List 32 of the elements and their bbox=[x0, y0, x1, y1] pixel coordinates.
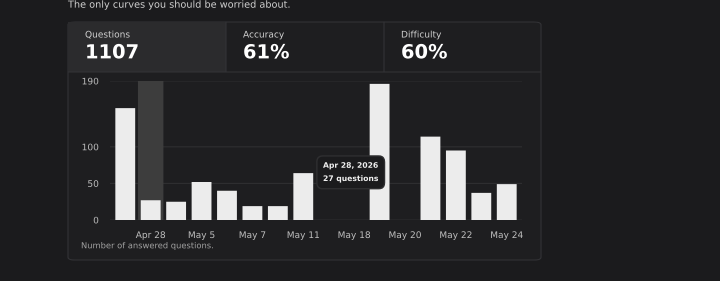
bar bbox=[166, 202, 186, 220]
text: Accuracy bbox=[243, 30, 284, 40]
text: 1107 bbox=[87, 44, 138, 59]
bar bbox=[242, 206, 262, 220]
bar bbox=[446, 150, 466, 220]
y-tick-label: 50 bbox=[88, 180, 98, 187]
x-tick-label: Apr 28 bbox=[136, 231, 166, 240]
text: 60% bbox=[402, 44, 447, 59]
text: Difficulty bbox=[402, 30, 442, 40]
x-tick-label: May 24 bbox=[491, 231, 523, 240]
bar bbox=[140, 200, 161, 220]
y-tick-label: 0 bbox=[94, 216, 98, 224]
bar bbox=[293, 173, 314, 220]
x-tick-label: May 5 bbox=[188, 231, 214, 240]
text: Questions bbox=[86, 30, 130, 39]
bar bbox=[420, 136, 440, 220]
text: 61% bbox=[244, 44, 289, 59]
bar bbox=[217, 190, 237, 220]
x-tick-label: May 11 bbox=[288, 231, 319, 240]
x-tick-label: May 18 bbox=[338, 231, 370, 240]
bar bbox=[115, 108, 136, 220]
y-tick-label: 100 bbox=[82, 144, 98, 150]
x-tick-label: May 22 bbox=[440, 231, 472, 240]
x-tick-label: May 20 bbox=[389, 231, 421, 240]
bar bbox=[496, 184, 517, 220]
y-tick-label: 190 bbox=[82, 78, 98, 85]
bar bbox=[471, 192, 492, 220]
chart-title: The only curves you should be worried about. bbox=[68, 0, 290, 10]
x-tick-label: May 7 bbox=[240, 231, 266, 240]
text: Number of answered questions. bbox=[82, 242, 213, 250]
bar bbox=[192, 182, 212, 220]
bar bbox=[268, 206, 288, 220]
